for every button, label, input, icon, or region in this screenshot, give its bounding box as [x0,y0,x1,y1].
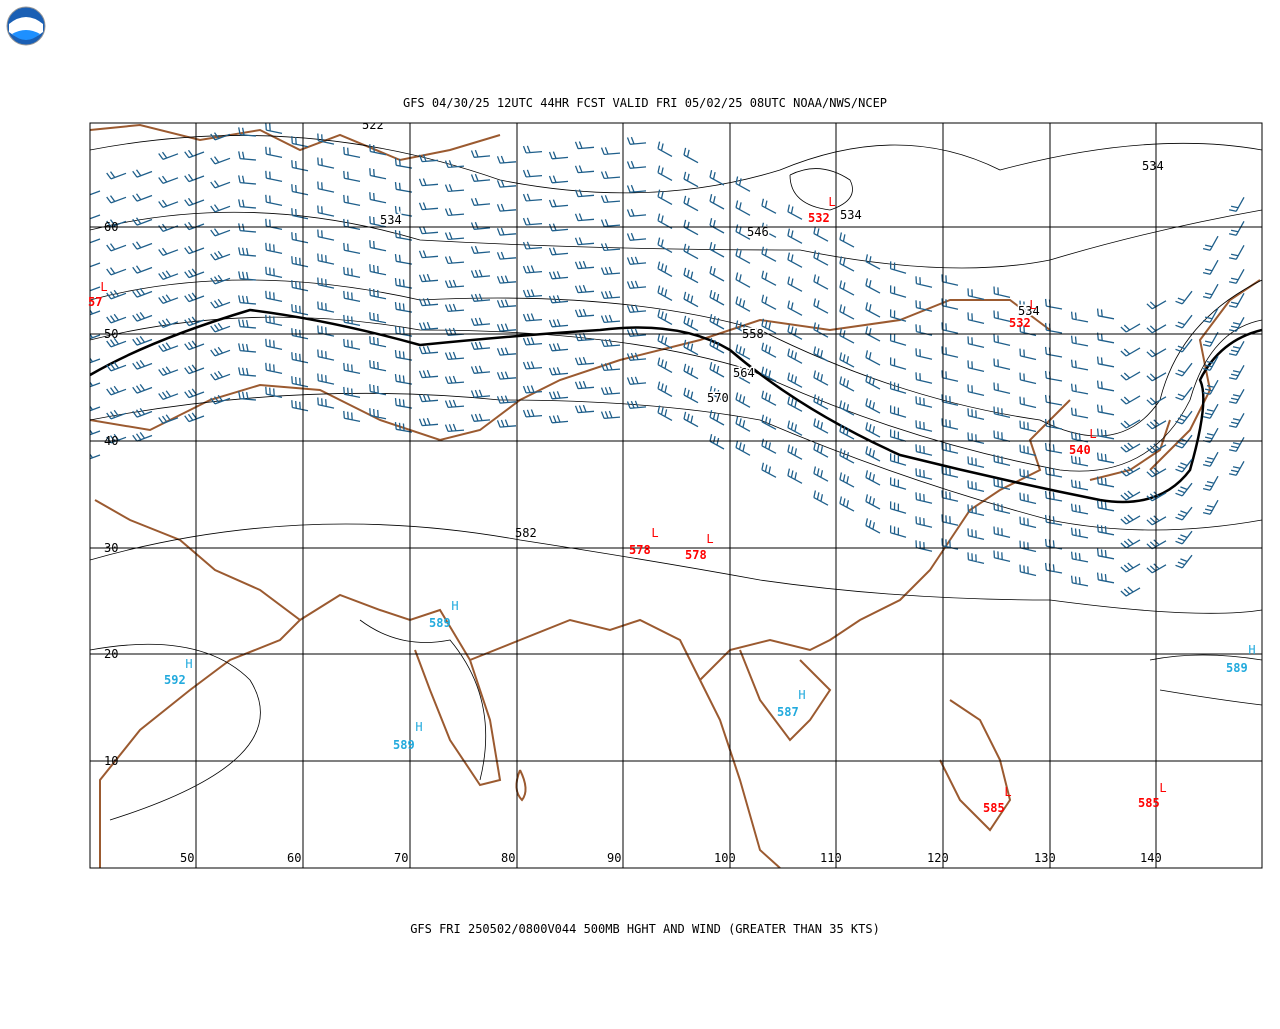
pressure-center-symbol: H [415,720,422,734]
latitude-label: 20 [104,647,118,661]
longitude-label: 70 [394,851,408,865]
longitude-label: 100 [714,851,736,865]
latitude-label: 40 [104,434,118,448]
contour-label: 546 [747,225,769,239]
contour-label: 570 [707,391,729,405]
pressure-center-symbol: H [451,599,458,613]
pressure-center-value: 592 [164,673,186,687]
longitude-label: 80 [501,851,515,865]
pressure-center-symbol: L [1089,427,1096,441]
longitude-label: 130 [1034,851,1056,865]
pressure-center-value: 589 [429,616,451,630]
map-caption: GFS FRI 250502/0800V044 500MB HGHT AND W… [410,922,880,936]
pressure-center-value: 57 [88,295,102,309]
latitude-label: 60 [104,220,118,234]
contour-label: 564 [733,366,755,380]
longitude-label: 110 [820,851,842,865]
pressure-center-value: 589 [393,738,415,752]
height-contours [90,135,1262,821]
pressure-center-value: 540 [1069,443,1091,457]
longitude-label: 90 [607,851,621,865]
wind-barbs [90,123,1245,597]
pressure-center-value: 585 [1138,796,1160,810]
pressure-center-symbol: L [1004,785,1011,799]
pressure-center-symbol: L [828,195,835,209]
pressure-center-value: 585 [983,801,1005,815]
contour-label: 534 [380,213,402,227]
pressure-center-symbol: H [798,688,805,702]
pressure-center-value: 578 [629,543,651,557]
pressure-center-symbol: L [1159,781,1166,795]
latitude-label: 30 [104,541,118,555]
noaa-logo [6,6,46,46]
contour-label: 534 [840,208,862,222]
pressure-center-value: 578 [685,548,707,562]
pressure-center-symbol: H [185,657,192,671]
longitude-label: 140 [1140,851,1162,865]
pressure-center-symbol: H [1248,643,1255,657]
pressure-center-value: 589 [1226,661,1248,675]
pressure-center-symbol: L [100,280,107,294]
longitude-label: 120 [927,851,949,865]
pressure-center-symbol: L [651,526,658,540]
pressure-center-value: 532 [1009,316,1031,330]
graticule: 60 50 40 30 20 10 50 60 70 80 90 100 110 120 130 140 [89,122,1263,869]
pressure-center-value: 587 [777,705,799,719]
map-title: GFS 04/30/25 12UTC 44HR FCST VALID FRI 0… [403,96,887,110]
coastlines [90,123,1261,868]
longitude-label: 60 [287,851,301,865]
pressure-center-symbol: L [1029,298,1036,312]
latitude-label: 10 [104,754,118,768]
pressure-center-value: 532 [808,211,830,225]
contour-label: 534 [1142,159,1164,173]
latitude-label: 50 [104,327,118,341]
wind-barb-set [90,123,1245,597]
longitude-label: 50 [180,851,194,865]
contour-label: 534 [1018,304,1040,318]
contour-label: 522 [362,118,384,132]
contour-label: 582 [515,526,537,540]
pressure-center-symbol: L [706,532,713,546]
